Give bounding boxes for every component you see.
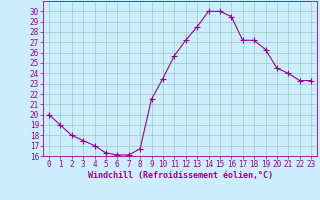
X-axis label: Windchill (Refroidissement éolien,°C): Windchill (Refroidissement éolien,°C) (87, 171, 273, 180)
